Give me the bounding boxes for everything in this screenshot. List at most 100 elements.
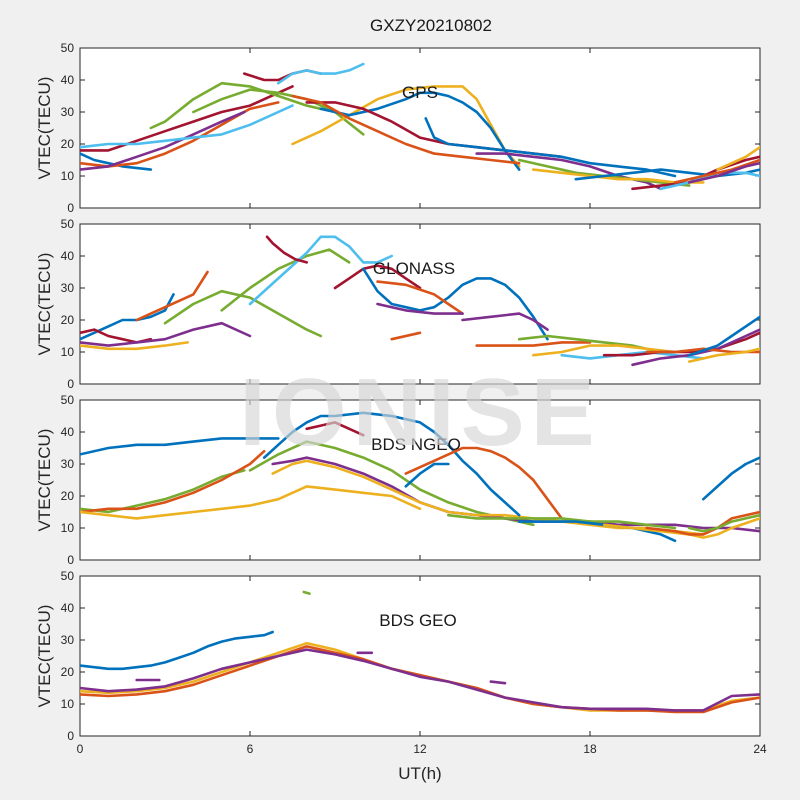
series-line: [390, 331, 422, 341]
y-tick-label: 0: [67, 377, 74, 391]
series-line: [687, 513, 760, 533]
series-line: [80, 648, 760, 712]
series-line: [80, 437, 280, 456]
y-tick-label: 0: [67, 201, 74, 215]
panels-group: 0 10 20 30 40 50 VTEC(TECU) GPS 0 10 20 30 40 50 VTEC(…: [35, 41, 767, 756]
panel-gps: 0 10 20 30 40 50 VTEC(TECU) GPS: [35, 41, 761, 215]
series-line: [135, 270, 209, 322]
series-group: [80, 62, 760, 191]
series-line: [302, 590, 311, 595]
series-line: [80, 485, 422, 520]
series-line: [424, 117, 677, 178]
y-tick-label: 50: [61, 41, 75, 55]
series-line: [687, 161, 760, 184]
panel-label: BDS GEO: [379, 611, 456, 630]
series-line: [645, 510, 760, 536]
series-line: [80, 449, 266, 514]
series-line: [631, 328, 760, 367]
series-line: [673, 158, 760, 184]
series-line: [80, 469, 246, 514]
series-line: [376, 280, 464, 315]
series-line: [149, 81, 323, 130]
y-tick-label: 0: [67, 553, 74, 567]
series-line: [602, 331, 760, 357]
series-line: [532, 344, 677, 357]
series-line: [291, 85, 521, 168]
series-line: [163, 289, 323, 338]
series-line: [333, 264, 422, 290]
panel-bds-ngeo: 0 10 20 30 40 50 VTEC(TECU) BDS NGEO: [35, 393, 761, 567]
x-tick-label: 6: [247, 742, 254, 756]
series-line: [362, 267, 549, 341]
series-group: [80, 235, 760, 367]
y-tick-label: 10: [61, 345, 75, 359]
series-line: [305, 421, 365, 437]
series-group: [80, 411, 760, 543]
y-axis-label: VTEC(TECU): [35, 429, 54, 532]
y-tick-label: 20: [61, 313, 75, 327]
series-group: [80, 590, 760, 714]
y-tick-label: 50: [61, 217, 75, 231]
panel-label: GPS: [402, 83, 438, 102]
series-line: [291, 94, 521, 165]
series-line: [447, 513, 677, 530]
series-line: [265, 235, 308, 264]
panel-bds-geo: 0 10 20 30 40 50 0 6 12 18 24 VTEC(TECU) BDS GEO: [35, 569, 767, 756]
y-tick-label: 50: [61, 569, 75, 583]
y-tick-label: 20: [61, 137, 75, 151]
series-line: [220, 248, 351, 312]
y-tick-label: 30: [61, 457, 75, 471]
plot-area: [79, 47, 761, 209]
series-line: [404, 446, 563, 520]
y-tick-label: 40: [61, 73, 75, 87]
panel-glonass: 0 10 20 30 40 50 VTEC(TECU) GLONASS: [35, 217, 761, 391]
series-line: [489, 680, 507, 685]
y-axis-label: VTEC(TECU): [35, 77, 54, 180]
figure-title: GXZY20210802: [370, 16, 492, 35]
x-tick-label: 0: [77, 742, 84, 756]
y-tick-label: 0: [67, 729, 74, 743]
plot-area: [79, 399, 761, 561]
series-line: [687, 347, 760, 363]
y-tick-label: 20: [61, 489, 75, 503]
y-tick-label: 10: [61, 697, 75, 711]
y-tick-label: 10: [61, 169, 75, 183]
y-tick-label: 30: [61, 633, 75, 647]
series-line: [277, 62, 365, 85]
series-line: [80, 104, 294, 149]
y-tick-label: 50: [61, 393, 75, 407]
x-axis-label: UT(h): [398, 764, 441, 783]
series-line: [687, 315, 760, 357]
series-line: [80, 645, 760, 714]
series-line: [80, 341, 189, 351]
series-line: [262, 411, 521, 517]
series-line: [80, 321, 252, 347]
y-axis-label: VTEC(TECU): [35, 605, 54, 708]
y-tick-label: 20: [61, 665, 75, 679]
x-tick-label: 12: [413, 742, 427, 756]
series-line: [376, 302, 464, 315]
series-line: [80, 85, 294, 152]
x-tick-label: 18: [583, 742, 597, 756]
y-tick-label: 30: [61, 105, 75, 119]
y-tick-label: 40: [61, 601, 75, 615]
y-axis-label: VTEC(TECU): [35, 253, 54, 356]
y-tick-label: 40: [61, 249, 75, 263]
watermark-text: IONISE: [239, 359, 600, 466]
panel-label: BDS NGEO: [371, 435, 461, 454]
series-line: [461, 312, 549, 331]
y-tick-label: 30: [61, 281, 75, 295]
series-line: [80, 630, 274, 671]
series-line: [716, 145, 760, 171]
series-line: [404, 462, 450, 488]
series-line: [80, 152, 153, 171]
y-tick-label: 10: [61, 521, 75, 535]
y-tick-label: 40: [61, 425, 75, 439]
series-line: [80, 110, 246, 171]
series-line: [475, 341, 592, 347]
series-line: [319, 91, 521, 171]
series-line: [248, 235, 393, 306]
series-line: [602, 517, 760, 539]
panel-label: GLONASS: [373, 259, 455, 278]
